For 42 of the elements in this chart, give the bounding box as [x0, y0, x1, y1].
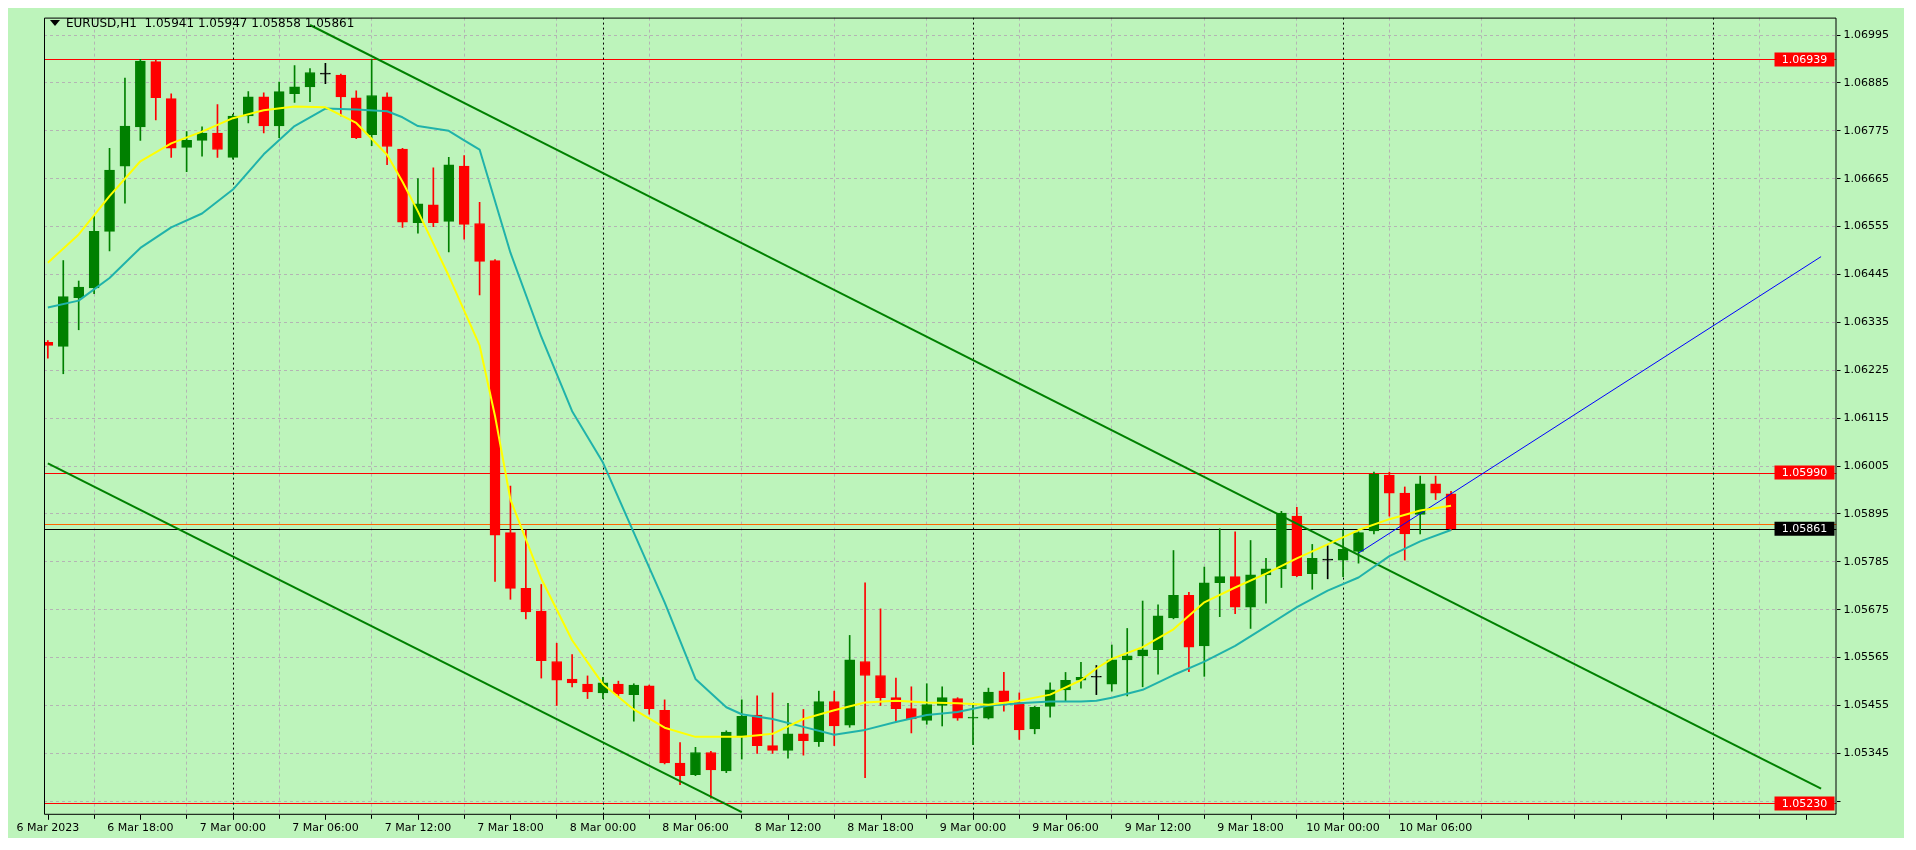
y-tick-label: 1.06115: [1843, 411, 1890, 425]
y-tick-label: 1.06885: [1843, 75, 1890, 89]
x-tick-label: 7 Mar 06:00: [292, 821, 359, 835]
y-tick-label: 1.05455: [1843, 698, 1890, 712]
y-tick-label: 1.06445: [1843, 267, 1890, 281]
x-tick-label: 9 Mar 00:00: [939, 821, 1007, 835]
y-tick-label: 1.05345: [1843, 746, 1890, 760]
y-tick-label: 1.06005: [1843, 458, 1890, 472]
x-tick-label: 9 Mar 12:00: [1124, 821, 1192, 835]
x-tick-label: 9 Mar 06:00: [1032, 821, 1099, 835]
candlestick: [44, 340, 54, 359]
x-tick-label: 10 Mar 00:00: [1306, 821, 1380, 835]
x-tick-label: 6 Mar 18:00: [107, 821, 174, 835]
x-tick-label: 8 Mar 00:00: [569, 821, 637, 835]
x-tick-label: 9 Mar 18:00: [1217, 821, 1284, 835]
x-tick-label: 8 Mar 06:00: [662, 821, 729, 835]
candlestick: [1322, 545, 1333, 580]
y-tick-label: 1.06555: [1843, 219, 1890, 233]
candlestick: [1214, 528, 1226, 618]
y-tick-label: 1.06995: [1843, 27, 1890, 41]
x-tick-label: 7 Mar 12:00: [384, 821, 452, 835]
y-tick-label: 1.05675: [1843, 602, 1890, 616]
x-tick-label: 7 Mar 00:00: [199, 821, 267, 835]
x-tick-label: 7 Mar 18:00: [477, 821, 544, 835]
candlestick: [859, 582, 871, 779]
y-tick-label: 1.05785: [1843, 554, 1890, 568]
x-tick-label: 10 Mar 06:00: [1398, 821, 1473, 835]
candlestick: [967, 704, 979, 746]
ref-line-label: 1.05861: [1781, 522, 1828, 536]
ref-line-label: 1.05990: [1781, 465, 1828, 479]
chart-title: EURUSD,H1 1.05941 1.05947 1.05858 1.05861: [66, 16, 355, 30]
x-tick-label: 8 Mar 12:00: [754, 821, 822, 835]
x-tick-label: 6 Mar 2023: [16, 821, 80, 835]
ref-line-label: 1.06939: [1781, 52, 1828, 66]
x-tick-label: 8 Mar 18:00: [847, 821, 914, 835]
y-tick-label: 1.06225: [1843, 363, 1890, 377]
y-tick-label: 1.06775: [1843, 123, 1890, 137]
ref-line-label: 1.05230: [1781, 796, 1828, 810]
y-tick-label: 1.06665: [1843, 171, 1890, 185]
y-tick-label: 1.06335: [1843, 315, 1890, 329]
y-tick-label: 1.05565: [1843, 650, 1890, 664]
y-tick-label: 1.05895: [1843, 506, 1890, 520]
